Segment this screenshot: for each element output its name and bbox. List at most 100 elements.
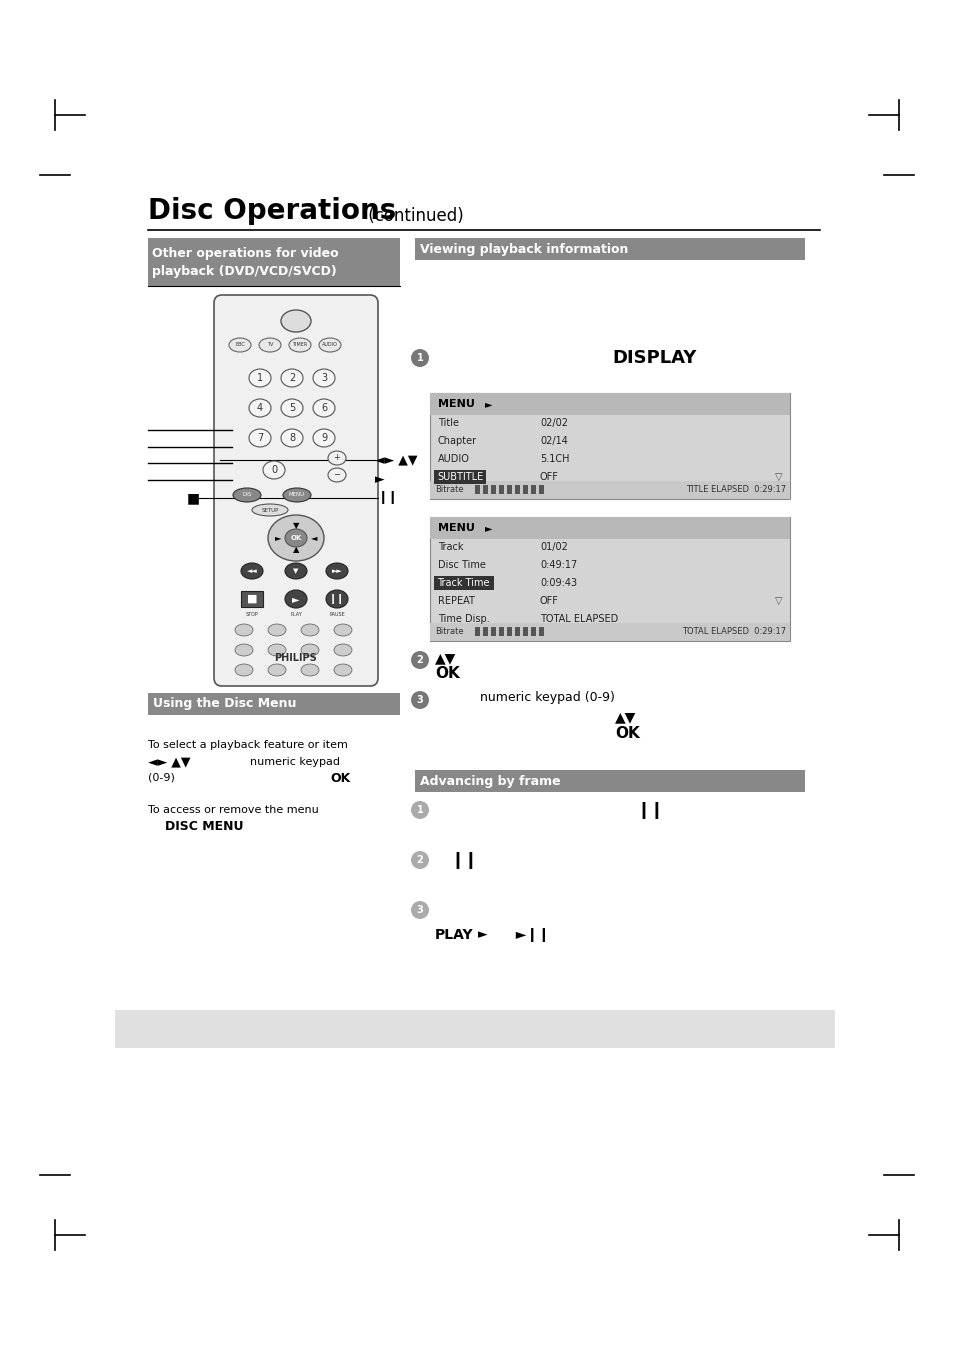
Ellipse shape	[285, 563, 307, 580]
Ellipse shape	[258, 338, 281, 353]
Ellipse shape	[234, 624, 253, 636]
FancyBboxPatch shape	[515, 485, 519, 494]
Circle shape	[411, 901, 429, 919]
FancyBboxPatch shape	[491, 627, 496, 636]
Text: Using the Disc Menu: Using the Disc Menu	[152, 697, 296, 711]
FancyBboxPatch shape	[498, 627, 503, 636]
FancyBboxPatch shape	[241, 590, 263, 607]
Text: ◄► ▲▼: ◄► ▲▼	[148, 755, 191, 769]
Text: ►: ►	[292, 594, 299, 604]
Text: TOTAL ELAPSED  0:29:17: TOTAL ELAPSED 0:29:17	[681, 627, 785, 636]
Text: OK: OK	[330, 771, 350, 785]
Text: Bitrate: Bitrate	[435, 485, 463, 494]
Text: Viewing playback information: Viewing playback information	[419, 242, 628, 255]
FancyBboxPatch shape	[430, 623, 789, 640]
Text: ◄► ▲▼: ◄► ▲▼	[375, 454, 417, 466]
FancyBboxPatch shape	[213, 295, 377, 686]
FancyBboxPatch shape	[482, 485, 488, 494]
Ellipse shape	[268, 515, 324, 561]
FancyBboxPatch shape	[430, 393, 789, 499]
Ellipse shape	[313, 399, 335, 417]
Text: ▽: ▽	[774, 471, 781, 482]
Text: ■: ■	[247, 594, 257, 604]
Text: OK: OK	[290, 535, 301, 540]
FancyBboxPatch shape	[531, 627, 536, 636]
Text: ►: ►	[375, 473, 384, 486]
Text: Title: Title	[437, 417, 458, 428]
FancyBboxPatch shape	[430, 517, 789, 640]
Text: ▲▼: ▲▼	[615, 711, 636, 724]
Circle shape	[411, 690, 429, 709]
Text: Disc Operations: Disc Operations	[148, 197, 395, 226]
Text: Track Time: Track Time	[436, 578, 489, 588]
FancyBboxPatch shape	[538, 627, 543, 636]
Text: DISC MENU: DISC MENU	[165, 820, 243, 832]
Text: Bitrate: Bitrate	[435, 627, 463, 636]
Text: numeric keypad: numeric keypad	[250, 757, 339, 767]
Text: ❙❙: ❙❙	[450, 851, 477, 869]
Ellipse shape	[334, 644, 352, 657]
FancyBboxPatch shape	[506, 485, 512, 494]
Text: (continued): (continued)	[363, 207, 463, 226]
Ellipse shape	[281, 430, 303, 447]
FancyBboxPatch shape	[148, 693, 399, 715]
Text: 0: 0	[271, 465, 276, 476]
Text: OFF: OFF	[539, 596, 558, 607]
Text: STOP: STOP	[245, 612, 258, 617]
Text: ◄◄: ◄◄	[247, 567, 257, 574]
Text: SETUP: SETUP	[261, 508, 278, 512]
FancyBboxPatch shape	[515, 627, 519, 636]
Text: ►►: ►►	[332, 567, 342, 574]
Text: To access or remove the menu: To access or remove the menu	[148, 805, 318, 815]
Text: (0-9): (0-9)	[148, 773, 174, 784]
Ellipse shape	[328, 467, 346, 482]
Ellipse shape	[263, 461, 285, 480]
FancyBboxPatch shape	[148, 238, 399, 286]
Text: OFF: OFF	[539, 471, 558, 482]
Circle shape	[411, 801, 429, 819]
Text: 02/02: 02/02	[539, 417, 567, 428]
FancyBboxPatch shape	[522, 627, 527, 636]
Ellipse shape	[318, 338, 340, 353]
Text: Time Disp.: Time Disp.	[437, 613, 489, 624]
FancyBboxPatch shape	[531, 485, 536, 494]
Text: 01/02: 01/02	[539, 542, 567, 553]
Text: SUBTITLE: SUBTITLE	[436, 471, 483, 482]
Text: Other operations for video: Other operations for video	[152, 247, 338, 261]
Text: PAUSE: PAUSE	[329, 612, 345, 617]
Ellipse shape	[334, 663, 352, 676]
Text: Disc Time: Disc Time	[437, 561, 485, 570]
Text: ▽: ▽	[774, 596, 781, 607]
Ellipse shape	[268, 624, 286, 636]
FancyBboxPatch shape	[430, 517, 789, 539]
Text: AUDIO: AUDIO	[437, 454, 470, 463]
Text: 2: 2	[416, 855, 423, 865]
Text: 2: 2	[289, 373, 294, 382]
Text: 7: 7	[256, 434, 263, 443]
Text: 6: 6	[320, 403, 327, 413]
Text: Advancing by frame: Advancing by frame	[419, 774, 560, 788]
Text: ❙❙: ❙❙	[377, 492, 398, 504]
Text: 9: 9	[320, 434, 327, 443]
Ellipse shape	[285, 590, 307, 608]
Ellipse shape	[249, 399, 271, 417]
Ellipse shape	[313, 430, 335, 447]
Ellipse shape	[313, 369, 335, 386]
Text: MENU: MENU	[437, 523, 475, 534]
Circle shape	[411, 651, 429, 669]
Ellipse shape	[301, 663, 318, 676]
Ellipse shape	[234, 663, 253, 676]
Ellipse shape	[285, 530, 307, 547]
Text: MENU: MENU	[289, 493, 305, 497]
Text: 8: 8	[289, 434, 294, 443]
Text: ◄: ◄	[311, 534, 317, 543]
Text: ▲: ▲	[293, 546, 299, 554]
Ellipse shape	[281, 369, 303, 386]
Text: ❙❙: ❙❙	[329, 594, 345, 604]
Text: TITLE ELAPSED  0:29:17: TITLE ELAPSED 0:29:17	[685, 485, 785, 494]
Ellipse shape	[252, 504, 288, 516]
Text: ▼: ▼	[293, 567, 298, 574]
Ellipse shape	[301, 644, 318, 657]
FancyBboxPatch shape	[430, 393, 789, 415]
Text: ❙❙: ❙❙	[636, 801, 663, 819]
